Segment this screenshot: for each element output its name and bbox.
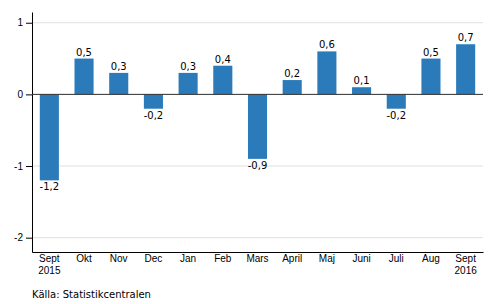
bar [456,44,475,94]
data-label: 0,5 [423,47,439,58]
x-tick-label-line: April [282,253,302,264]
data-label: 0,3 [111,61,127,72]
data-label: -1,2 [40,181,60,192]
y-tick-label: -1 [14,161,23,172]
x-tick-label: Maj [319,253,335,264]
x-tick: April [282,253,302,264]
x-tick: Mars [246,253,268,264]
data-label: 0,3 [180,61,196,72]
baseline [32,94,483,95]
data-labels: -1,2 0,5 0,3 -0,2 0,3 0,4 -0,9 0,2 0,6 0,1 -0,2 0,5… [40,32,474,192]
grid-line [32,22,483,23]
bar [109,73,128,94]
y-axis: -2 -1 0 1 [14,13,32,253]
x-tick: Sept2015 [38,253,61,276]
grid-line [32,237,483,238]
x-tick: Sept2016 [455,253,478,276]
data-label: 0,5 [76,47,92,58]
x-tick-label-line: 2016 [455,265,478,276]
x-tick: Juni [352,253,370,264]
data-label: -0,2 [144,110,164,121]
y-axis-line [32,13,33,253]
y-tick: 1 [17,17,32,28]
y-tick-mark [26,238,32,239]
chart: -2-101Sept2015OktNovDecJanFebMarsAprilMa… [0,0,493,304]
x-tick-label-line: Juni [352,253,370,264]
x-tick-label: Dec [145,253,163,264]
bar [74,59,93,95]
data-label: 0,2 [284,68,300,79]
x-tick-label-line: Mars [246,253,268,264]
x-tick-label-line: 2015 [38,265,61,276]
x-tick-label: Feb [214,253,232,264]
x-tick-label-line: Aug [422,253,440,264]
x-axis: Sept2015OktNovDecJanFebMarsAprilMajJuniJ… [33,253,484,276]
x-tick-label: Mars [246,253,268,264]
y-tick-label: 1 [17,17,23,28]
x-tick-label: April [282,253,302,264]
bar [317,51,336,94]
data-label: 0,1 [354,75,370,86]
x-tick: Feb [214,253,232,264]
x-tick: Jan [180,253,196,264]
data-label: 0,7 [458,32,474,43]
y-tick-mark [26,94,32,95]
grid [32,23,483,238]
bars [40,44,475,180]
x-tick: Dec [145,253,163,264]
x-tick-label: Jan [180,253,196,264]
x-tick-label-line: Okt [76,253,92,264]
x-tick-label: Okt [76,253,92,264]
x-tick-label-line: Dec [145,253,163,264]
x-tick-label-line: Jan [180,253,196,264]
data-label: 0,6 [319,39,335,50]
x-tick-label: Juni [352,253,370,264]
bar [387,94,406,108]
y-tick: -2 [14,232,32,243]
x-tick-label-line: Juli [389,253,404,264]
x-tick-label-line: Nov [110,253,128,264]
bar [213,66,232,95]
bar [248,94,267,158]
x-tick: Maj [319,253,335,264]
x-tick-label-line: Sept [39,253,60,264]
x-tick: Juli [389,253,404,264]
x-tick: Nov [110,253,128,264]
x-tick-label: Aug [422,253,440,264]
y-tick: -1 [14,161,32,172]
x-tick-label-line: Feb [214,253,232,264]
y-tick-mark [26,23,32,24]
y-tick-mark [26,166,32,167]
bar [421,59,440,95]
bar [179,73,198,94]
y-tick-label: -2 [14,232,23,243]
y-tick-label: 0 [17,89,23,100]
bar [283,80,302,94]
bar [40,94,59,180]
source-text: Källa: Statistikcentralen [32,289,151,300]
x-tick: Aug [422,253,440,264]
x-tick-label-line: Sept [455,253,476,264]
data-label: -0,2 [387,110,407,121]
x-tick-label: Juli [389,253,404,264]
y-tick: 0 [17,89,32,100]
data-label: 0,4 [215,54,231,65]
x-tick-label-line: Maj [319,253,335,264]
x-tick-label: Sept2015 [38,253,61,276]
x-tick-label: Sept2016 [455,253,478,276]
x-tick: Okt [76,253,92,264]
plot: -2-101Sept2015OktNovDecJanFebMarsAprilMa… [14,13,483,276]
data-label: -0,9 [248,160,268,171]
x-tick-label: Nov [110,253,128,264]
bar [144,94,163,108]
grid-line [32,94,483,95]
bar [352,87,371,94]
